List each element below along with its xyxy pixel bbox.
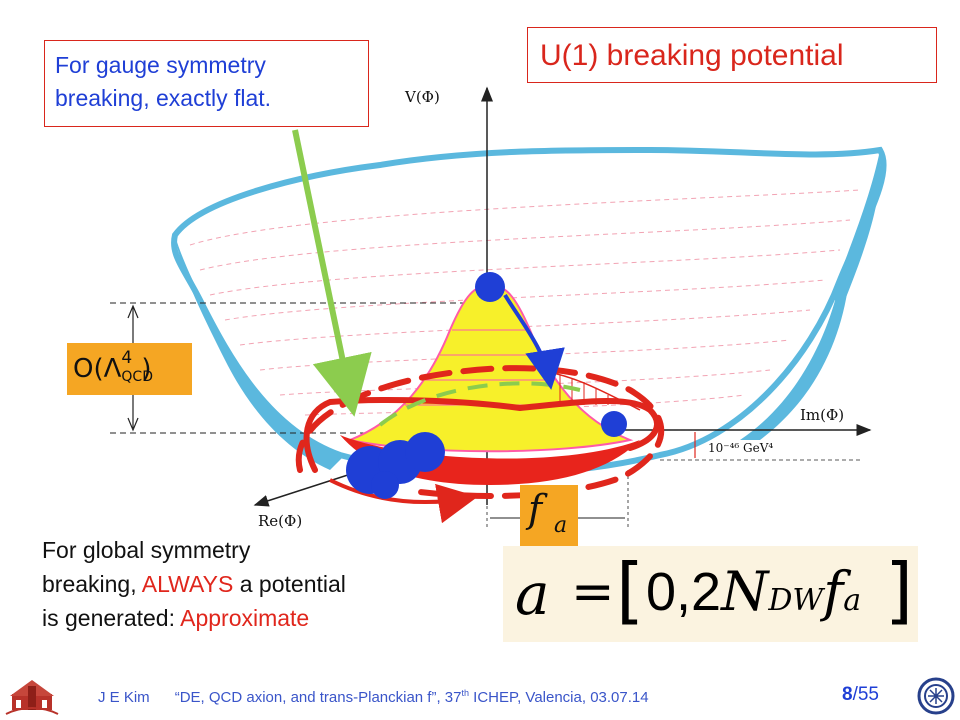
order-prefix: O( (73, 354, 104, 384)
v-axis-label: V(Φ) (404, 88, 440, 106)
gauge-note-line1: For gauge symmetry (55, 52, 266, 78)
re-axis-label: Re(Φ) (258, 512, 302, 530)
gauge-arrow (292, 129, 372, 417)
formula-eq: = (571, 562, 615, 622)
global-note-always: ALWAYS (141, 571, 234, 597)
im-axis-label: Im(Φ) (800, 406, 844, 424)
formula-sub-dw: DW (768, 583, 824, 618)
global-note-line3: is generated: Approximate (42, 601, 492, 635)
footer-talk: “DE, QCD axion, and trans-Planckian f”, … (174, 689, 462, 706)
footer-venue: ICHEP, Valencia, 03.07.14 (469, 689, 649, 706)
right-logo-icon (917, 677, 955, 715)
global-note-line2-post: a potential (233, 571, 346, 597)
left-logo-icon (5, 680, 59, 715)
order-lambda: Λ (103, 354, 122, 384)
gauge-note-line2: breaking, exactly flat. (55, 85, 272, 111)
global-note-line1: For global symmetry (42, 537, 251, 563)
formula-n: N (721, 560, 769, 623)
formula-sub-a: a (843, 583, 862, 618)
formula-lhs: a (515, 560, 550, 628)
formula-body: 0,2NDWfa (646, 560, 861, 623)
formula-f: f (823, 560, 844, 623)
footer-author: J E Kim (98, 689, 150, 706)
gauge-note: For gauge symmetry breaking, exactly fla… (44, 40, 369, 127)
order-suffix: ) (141, 354, 152, 384)
footer: J E Kim “DE, QCD axion, and trans-Planck… (0, 676, 960, 720)
page-number: 8/55 (842, 684, 879, 706)
page-total: /55 (852, 684, 879, 705)
footer-sup: th (461, 688, 470, 698)
order-power: 4 (121, 347, 133, 368)
page-current: 8 (842, 684, 853, 705)
global-note-line2-pre: breaking, (42, 571, 142, 597)
field-markers (346, 272, 627, 499)
gap-label: 10⁻⁴⁶ GeV⁴ (708, 441, 773, 455)
fa-sub: a (554, 513, 568, 538)
formula-open: [ (616, 548, 645, 632)
axion-range-formula: a = [ 0,2NDWfa ] (503, 546, 918, 642)
formula-body-pre: 0,2 (646, 562, 722, 622)
global-note: For global symmetry breaking, ALWAYS a p… (42, 533, 492, 635)
order-label: O(Λ 4 QCD) (67, 343, 192, 395)
fa-label: f a (520, 485, 578, 547)
global-note-line2: breaking, ALWAYS a potential (42, 567, 492, 601)
slide-title: U(1) breaking potential (527, 27, 937, 83)
global-note-line3-pre: is generated: (42, 605, 181, 631)
global-note-approximate: Approximate (180, 605, 310, 631)
fa-f: f (528, 487, 543, 531)
formula-close: ] (885, 548, 914, 632)
order-sub: QCD (121, 368, 153, 385)
footer-citation: J E Kim “DE, QCD axion, and trans-Planck… (98, 688, 649, 706)
